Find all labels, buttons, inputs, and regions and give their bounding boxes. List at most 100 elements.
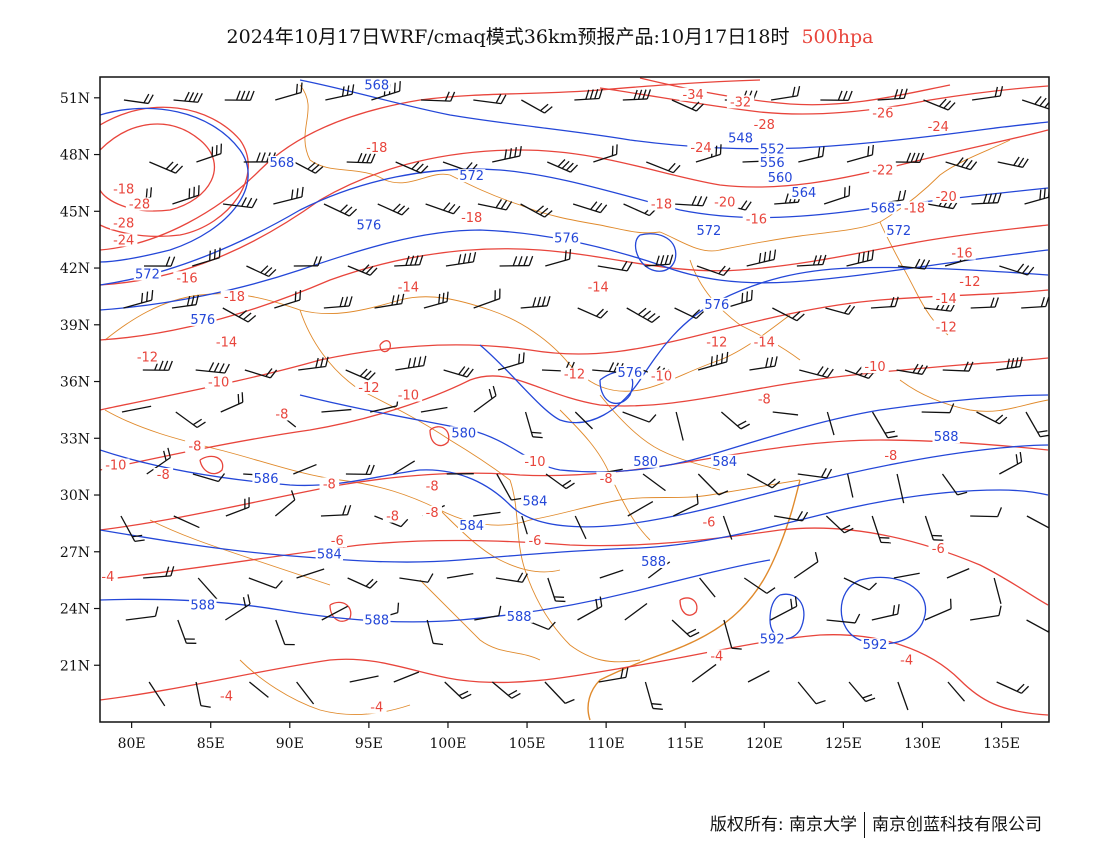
temperature-label-halo [110,216,138,230]
lon-tick-label: 85E [197,736,225,752]
wind-barb [770,85,801,101]
wind-barb [746,249,777,267]
wind-barb [823,185,851,205]
height-label: 584 [459,519,484,534]
lon-tick-label: 130E [904,736,941,752]
lat-tick-label: 39N [60,318,90,334]
temperature-label-halo [948,246,976,260]
wind-barb [825,515,854,534]
wind-barb [520,203,553,218]
wind-barb [924,598,952,621]
height-label-halo [703,297,731,311]
wind-barb [491,681,521,699]
temperature-label-halo [679,87,707,101]
height-label: 556 [760,156,785,171]
border-line [489,309,791,392]
wind-barb [796,254,827,267]
copyright-owner-right: 南京创蓝科技有限公司 [872,815,1042,835]
wind-barb [921,403,955,414]
temperature-label-halo [956,275,984,289]
wind-barb [1026,619,1049,633]
wind-barb [593,144,618,163]
wind-barb [843,577,877,591]
lon-tick-label: 90E [276,736,304,752]
height-label: 548 [728,131,753,146]
isotherm-line [100,79,761,251]
wind-barb [393,460,416,475]
lon-tick-label: 125E [825,736,862,752]
wind-barb [947,681,965,702]
height-label-halo [133,267,162,281]
height-label-halo [885,223,913,237]
temperature-label-halo [750,335,778,349]
wind-barb [848,681,876,703]
border-line [104,293,491,341]
height-label: 586 [254,472,279,487]
wind-barb [321,605,348,621]
temperature-label: -14 [216,336,237,351]
wind-barb [720,411,750,430]
temperature-label: -28 [113,216,134,231]
height-label: 588 [364,614,389,629]
temperature-label-halo [932,292,960,306]
height-label: 576 [704,298,729,313]
temperature-label: -14 [398,281,419,296]
height-label-halo [189,598,217,612]
temperature-label-halo [382,509,403,523]
wind-barb [248,577,283,589]
lat-tick-label: 36N [60,375,90,391]
wind-barb [970,297,999,309]
title-main-text: 2024年10月17日WRF/cmaq模式36km预报产品:10月17日18时 [226,26,790,48]
wind-barb [545,249,572,267]
wind-barb [597,261,633,272]
wind-barb [970,507,1003,518]
height-contour-line [634,233,677,272]
height-label: 588 [190,599,215,614]
height-contour-line [479,266,1049,424]
temperature-label: -4 [900,653,913,668]
wind-barb [574,515,587,540]
wind-barb-layer [120,81,1049,711]
lat-tick-label: 30N [60,488,90,504]
height-label: 576 [617,366,642,381]
wind-barb [598,667,629,683]
isotherm-line [100,129,1049,286]
wind-barb [146,447,171,475]
temperature-label: -10 [864,360,885,375]
temperature-label: -8 [323,477,336,492]
temperature-label-halo [687,140,715,154]
temperature-label-halo [125,197,154,211]
wind-barb [547,159,579,173]
wind-barb [473,93,507,105]
temperature-label: -6 [702,515,715,530]
isotherm-line [599,85,1049,115]
height-label: 552 [760,143,785,158]
height-label: 580 [451,426,476,441]
wind-barb [377,203,410,216]
wind-barb [323,203,358,217]
wind-barb [192,247,221,267]
temperature-label: -6 [932,542,945,557]
wind-barb [846,249,874,267]
wind-barb [274,490,296,517]
wind-barb [691,663,717,683]
height-contour-line [100,229,1049,311]
height-label: 568 [269,156,294,171]
wind-barb [572,201,608,214]
temperature-label-halo [212,335,241,349]
height-label-halo [616,365,644,379]
wind-barb [970,605,1002,621]
lon-tick-label: 135E [983,736,1020,752]
wind-barb [426,619,444,646]
wind-barb [395,161,429,174]
temperature-label: -8 [188,440,201,455]
wind-barb [945,157,978,171]
temperature-label: -16 [951,247,972,262]
height-label-halo [363,613,391,627]
wind-barb [149,161,184,174]
wind-barb [123,290,154,309]
wind-barb [999,263,1035,276]
temperature-label-halo [596,471,616,485]
temperature-label: -12 [959,275,980,290]
